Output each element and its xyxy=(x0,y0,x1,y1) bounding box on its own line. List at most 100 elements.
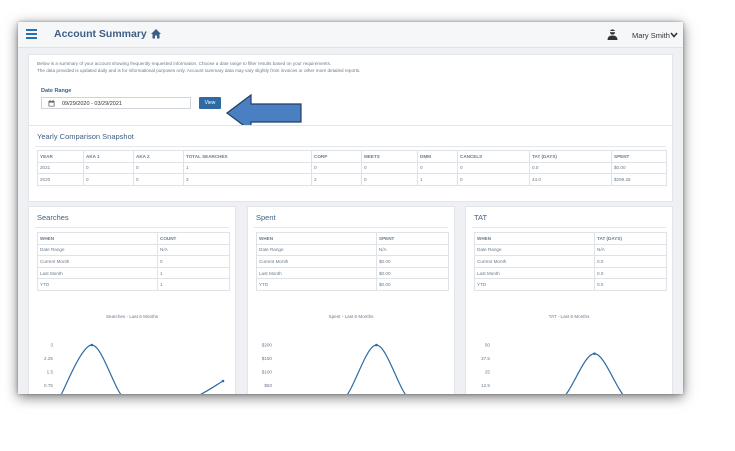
table-cell: YTD xyxy=(256,278,377,291)
searches-card: Searches WHEN COUNT Date Range N/A Current Mo… xyxy=(28,206,236,394)
y-tick-label: 0.75 xyxy=(44,383,53,388)
series-line xyxy=(346,344,406,394)
column-header: TAT (DAYS) xyxy=(529,150,612,163)
chevron-down-icon[interactable] xyxy=(670,32,678,38)
column-header: COUNT xyxy=(157,232,230,245)
table-cell: 1 xyxy=(417,173,458,186)
column-header: DMM xyxy=(417,150,458,163)
table-cell: 44.0 xyxy=(529,173,612,186)
column-header: AKA 1 xyxy=(83,150,134,163)
panel-title: TAT xyxy=(474,213,488,222)
table-cell: 0 xyxy=(133,173,184,186)
date-range-value: 09/29/2020 - 03/29/2021 xyxy=(62,100,122,107)
y-tick-label: $150 xyxy=(262,356,273,361)
data-point[interactable] xyxy=(221,379,225,383)
intro-text-line-1: Below is a summary of your account showi… xyxy=(37,61,332,66)
page-title: Account Summary xyxy=(54,28,147,40)
panel-title: Searches xyxy=(37,213,69,222)
top-bar: Account Summary Mary Smith xyxy=(18,22,683,48)
table-cell: 0 xyxy=(457,173,530,186)
chart-title: Spent - Last 6 Months xyxy=(328,314,374,319)
table-row: YTD 0.0 xyxy=(474,278,667,291)
column-header: TOTAL SEARCHES xyxy=(183,150,312,163)
app-window: Account Summary Mary Smith Below is a su… xyxy=(18,22,683,394)
table-cell: $299.25 xyxy=(611,173,667,186)
home-icon[interactable] xyxy=(150,28,162,40)
table-row: YTD $0.00 xyxy=(256,278,449,291)
series-line xyxy=(60,344,224,394)
y-tick-label: 50 xyxy=(485,343,491,348)
table-cell: 0.0 xyxy=(594,278,667,291)
column-header: TAT (DAYS) xyxy=(594,232,667,245)
column-header: MEETS xyxy=(361,150,418,163)
user-name[interactable]: Mary Smith xyxy=(632,31,670,40)
y-tick-label: 12.5 xyxy=(481,383,490,388)
yearly-snapshot-card: Yearly Comparison Snapshot YEAR AKA 1 AKA … xyxy=(28,125,673,202)
date-range-label: Date Range xyxy=(41,88,72,94)
y-tick-label: $100 xyxy=(262,370,273,375)
y-tick-label: 3 xyxy=(50,343,53,348)
table-cell: 0 xyxy=(133,161,184,175)
chart-title: Searches - Last 6 Months xyxy=(105,314,159,319)
table-cell: N/A xyxy=(157,243,230,257)
table-cell: 0 xyxy=(361,173,418,186)
table-cell: 2021 xyxy=(37,161,84,175)
divider xyxy=(35,146,666,147)
table-cell: 0 xyxy=(83,173,134,186)
table-cell: Date Range xyxy=(256,243,377,257)
table-cell: 0 xyxy=(311,161,362,175)
table-cell: N/A xyxy=(594,243,667,257)
data-point[interactable] xyxy=(375,343,378,347)
snapshot-table: YEAR AKA 1 AKA 2 TOTAL SEARCHES CORP MEETS DMM… xyxy=(37,150,667,186)
table-cell: 1 xyxy=(183,161,312,175)
intro-text-line-2: The data provided is updated daily and i… xyxy=(37,68,361,73)
menu-icon[interactable] xyxy=(26,29,37,39)
table-row: 2020 0 0 3 2 0 1 0 44.0 $299.25 xyxy=(37,173,667,186)
divider xyxy=(35,227,229,228)
calendar-icon xyxy=(48,100,55,107)
table-row: Date Range N/A xyxy=(256,243,449,257)
table-cell: N/A xyxy=(376,243,449,257)
panel-table: WHEN COUNT Date Range N/A Current Month 0 Last… xyxy=(37,232,230,291)
chart-title: TAT - Last 6 Months xyxy=(548,314,590,319)
y-tick-label: $50 xyxy=(264,383,272,388)
date-range-input[interactable]: 09/29/2020 - 03/29/2021 xyxy=(41,97,191,109)
table-row: YTD 1 xyxy=(37,278,230,291)
table-cell: $0.00 xyxy=(611,161,667,175)
column-header: SPENT xyxy=(376,232,449,245)
column-header: AKA 2 xyxy=(133,150,184,163)
data-point[interactable] xyxy=(593,352,596,355)
table-cell: Date Range xyxy=(37,243,158,257)
spent-card: Spent WHEN SPENT Date Range N/A Current Month… xyxy=(247,206,455,394)
table-cell: 2 xyxy=(311,173,362,186)
table-cell: 0 xyxy=(361,161,418,175)
column-header: CORP xyxy=(311,150,362,163)
table-row: Date Range N/A xyxy=(474,243,667,257)
data-point[interactable] xyxy=(90,343,94,347)
tat-card: TAT WHEN TAT (DAYS) Date Range N/A Current Mo… xyxy=(465,206,673,394)
column-header: SPENT xyxy=(611,150,667,163)
table-cell: 0 xyxy=(417,161,458,175)
y-tick-label: 25 xyxy=(485,370,491,375)
table-cell: YTD xyxy=(474,278,595,291)
table-cell: 3 xyxy=(183,173,312,186)
table-cell: 1 xyxy=(157,278,230,291)
user-icon[interactable] xyxy=(606,28,619,41)
intro-card: Below is a summary of your account showi… xyxy=(28,54,673,138)
column-header: YEAR xyxy=(37,150,84,163)
panel-table: WHEN TAT (DAYS) Date Range N/A Current Month… xyxy=(474,232,667,291)
table-cell: 2020 xyxy=(37,173,84,186)
table-cell: 0 xyxy=(83,161,134,175)
y-tick-label: 37.5 xyxy=(481,356,490,361)
table-cell: Date Range xyxy=(474,243,595,257)
y-tick-label: 2.25 xyxy=(44,356,53,361)
y-tick-label: 1.5 xyxy=(47,370,54,375)
table-cell: YTD xyxy=(37,278,158,291)
view-button[interactable]: View xyxy=(199,97,221,109)
table-cell: $0.00 xyxy=(376,278,449,291)
table-cell: 0.0 xyxy=(529,161,612,175)
panel-table: WHEN SPENT Date Range N/A Current Month $0.00… xyxy=(256,232,449,291)
